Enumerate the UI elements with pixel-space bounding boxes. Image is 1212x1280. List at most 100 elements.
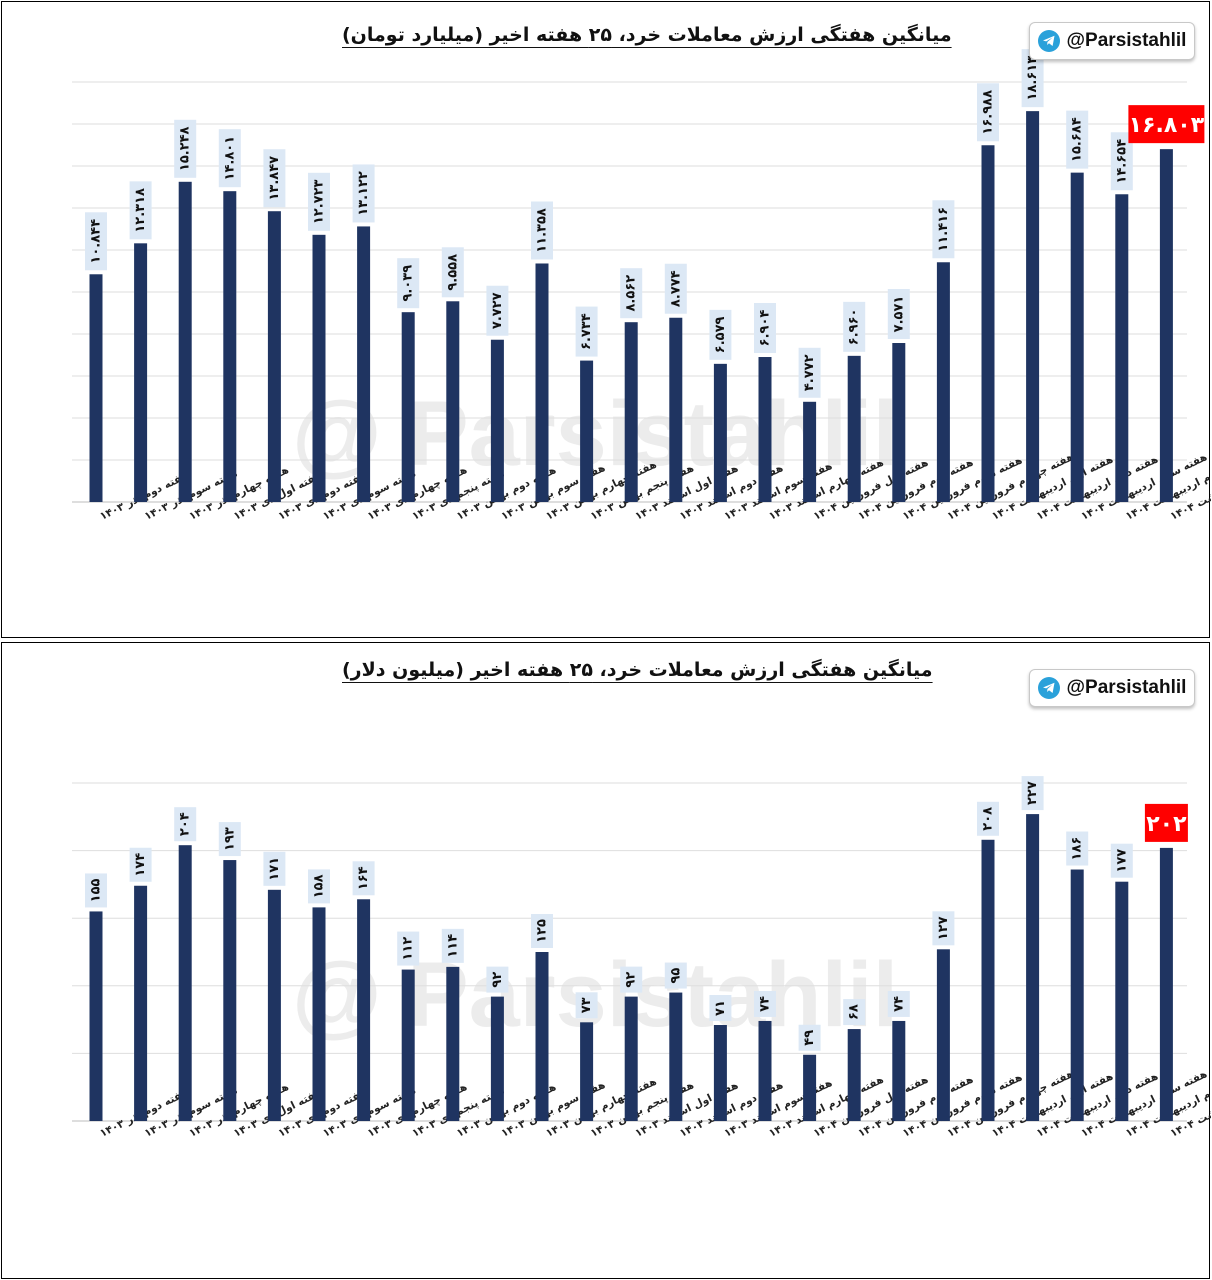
bar xyxy=(892,1020,906,1121)
label-box xyxy=(798,347,821,398)
value-label: ۱۵۸ xyxy=(308,869,330,904)
label-box xyxy=(887,990,910,1017)
bar xyxy=(580,360,594,502)
label-box xyxy=(1066,110,1089,169)
value-label: ۹۲ xyxy=(620,966,643,993)
bar xyxy=(312,234,326,502)
value-label: ۱۱.۴۱۶ xyxy=(932,200,955,259)
bar xyxy=(1159,149,1173,502)
label-box xyxy=(843,999,866,1026)
value-label: ۱۶.۹۸۸ xyxy=(977,83,999,142)
label-box xyxy=(441,928,464,963)
bar xyxy=(535,952,549,1121)
value-label-text: ۱۲.۷۲۳ xyxy=(312,179,327,224)
bar xyxy=(223,191,237,502)
value-label-text: ۶.۹۰۴ xyxy=(758,310,773,347)
label-box xyxy=(575,306,598,357)
bar xyxy=(178,181,192,503)
bar xyxy=(357,899,371,1121)
label-box xyxy=(129,181,152,240)
label-box xyxy=(263,851,286,886)
label-box xyxy=(932,200,955,259)
telegram-icon xyxy=(1037,30,1060,52)
value-label-text: ۱۷۱ xyxy=(267,857,282,881)
value-label: ۱۵۵ xyxy=(85,873,107,908)
value-label-text: ۸.۵۶۲ xyxy=(624,275,639,312)
value-label-text: ۶.۷۳۴ xyxy=(579,313,594,350)
highlight-box xyxy=(1128,105,1205,144)
value-label: ۱۶۴ xyxy=(352,861,375,896)
telegram-handle-text: @Parsistahlil xyxy=(1066,30,1187,51)
value-label: ۹۵ xyxy=(664,962,687,989)
label-box xyxy=(352,164,375,223)
bar xyxy=(490,339,504,502)
value-label: ۷۳ xyxy=(575,992,598,1019)
bar xyxy=(713,1025,727,1121)
value-label-text: ۱۰.۸۴۴ xyxy=(89,219,104,264)
value-label-text: ۲۰۲ xyxy=(1146,812,1187,837)
value-label: ۱۵.۲۴۸ xyxy=(174,119,197,178)
value-label-text: ۱۱.۴۱۶ xyxy=(936,207,951,252)
value-label: ۷.۷۲۷ xyxy=(486,285,509,336)
label-box xyxy=(174,119,197,178)
label-box xyxy=(798,1024,821,1051)
telegram-handle-badge: @Parsistahlil xyxy=(1029,22,1195,60)
label-box xyxy=(932,911,955,946)
label-box xyxy=(977,801,999,836)
label-box xyxy=(620,268,643,319)
label-box xyxy=(1021,49,1044,108)
value-label: ۷۴ xyxy=(887,990,910,1017)
value-label: ۱۳.۱۲۲ xyxy=(352,164,375,223)
value-label: ۱۱.۳۵۸ xyxy=(531,201,553,260)
label-box xyxy=(754,990,776,1017)
bar xyxy=(223,860,237,1121)
value-label-text: ۱۵۵ xyxy=(89,878,104,902)
bar xyxy=(89,274,103,502)
bar xyxy=(936,949,950,1121)
label-box xyxy=(486,285,509,336)
value-label: ۱۲.۷۲۳ xyxy=(308,172,330,231)
value-label: ۱۲۵ xyxy=(531,914,553,948)
value-label: ۴.۷۷۲ xyxy=(798,347,821,398)
bar xyxy=(847,355,861,502)
bar xyxy=(803,1054,817,1121)
value-label-text: ۱۱۲ xyxy=(401,937,416,961)
value-label: ۱۴.۶۵۴ xyxy=(1110,132,1133,191)
bar xyxy=(624,322,638,502)
value-label: ۹.۵۵۸ xyxy=(441,247,464,298)
label-box xyxy=(620,966,643,993)
value-label: ۲۰۴ xyxy=(174,807,197,842)
bar xyxy=(758,1020,772,1121)
value-label: ۶.۵۷۹ xyxy=(709,309,732,360)
telegram-handle-text: @Parsistahlil xyxy=(1066,677,1187,698)
label-box xyxy=(1066,831,1089,866)
bar xyxy=(1026,814,1040,1121)
bar xyxy=(1026,111,1040,502)
value-label-text: ۱۸.۶۱۳ xyxy=(1025,56,1040,101)
label-box xyxy=(129,847,152,882)
bar xyxy=(981,839,995,1121)
value-label-text: ۲۲۷ xyxy=(1025,781,1040,805)
bar xyxy=(669,317,683,502)
value-label-text: ۲۰۴ xyxy=(178,812,193,836)
label-box xyxy=(218,822,241,857)
label-box xyxy=(263,149,286,208)
value-label-text: ۶.۵۷۹ xyxy=(713,316,728,353)
value-label: ۱۶.۸۰۳ xyxy=(1128,105,1205,144)
telegram-icon xyxy=(1037,677,1060,699)
bar xyxy=(401,312,415,502)
bar xyxy=(401,969,415,1121)
bar xyxy=(89,911,103,1121)
value-label: ۱۳.۸۴۷ xyxy=(263,149,286,208)
value-label: ۱۸۶ xyxy=(1066,831,1089,866)
label-box xyxy=(531,914,553,948)
value-label-text: ۹۲ xyxy=(490,972,505,988)
label-box xyxy=(352,861,375,896)
label-box xyxy=(218,129,241,188)
label-box xyxy=(843,301,866,352)
highlight-box xyxy=(1144,803,1188,842)
value-label-text: ۱۹۳ xyxy=(222,827,237,851)
value-label: ۱۹۳ xyxy=(218,822,241,857)
value-label-text: ۹.۰۳۹ xyxy=(401,265,416,302)
